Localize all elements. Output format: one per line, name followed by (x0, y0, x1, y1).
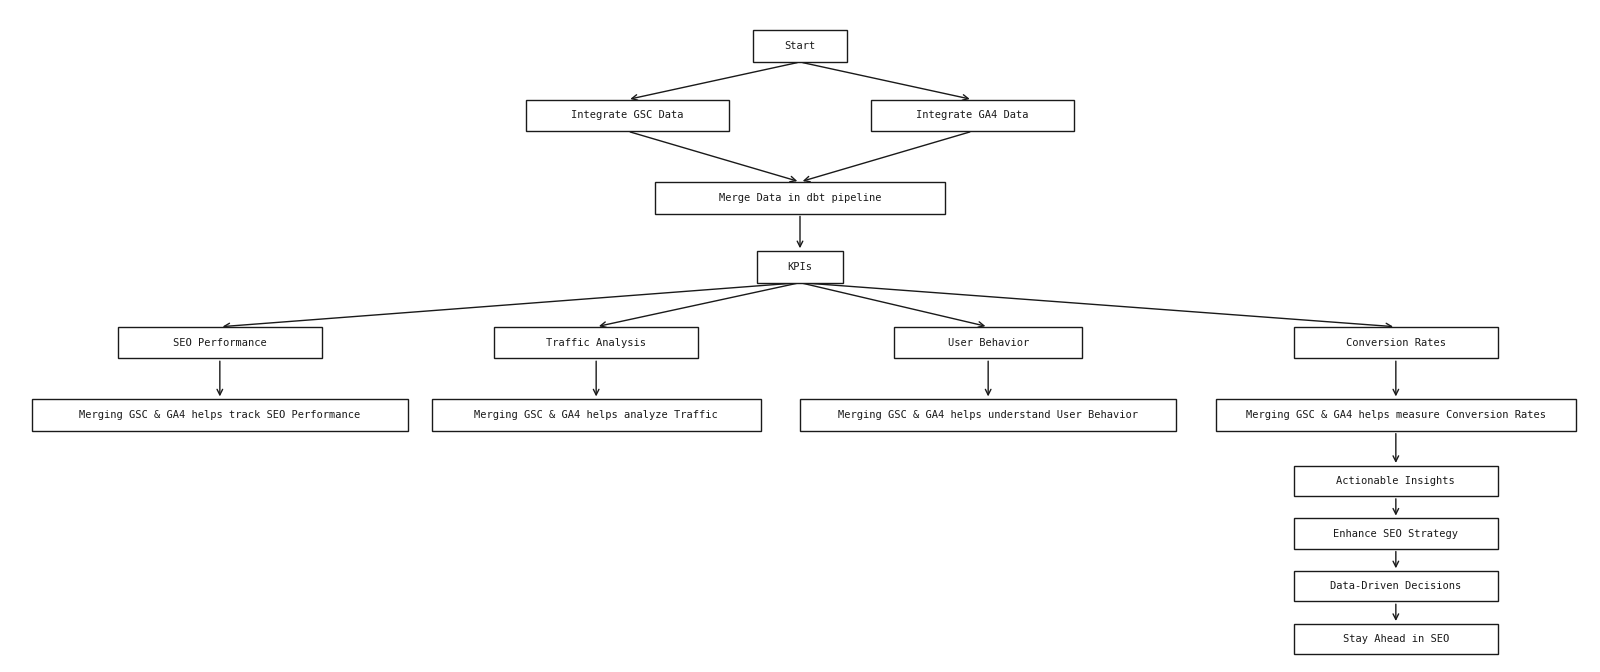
Text: Integrate GA4 Data: Integrate GA4 Data (917, 110, 1029, 120)
Text: Merge Data in dbt pipeline: Merge Data in dbt pipeline (718, 193, 882, 203)
FancyBboxPatch shape (118, 327, 322, 358)
Text: Merging GSC & GA4 helps track SEO Performance: Merging GSC & GA4 helps track SEO Perfor… (80, 410, 360, 420)
Text: Data-Driven Decisions: Data-Driven Decisions (1330, 581, 1461, 591)
Text: Enhance SEO Strategy: Enhance SEO Strategy (1333, 529, 1458, 538)
Text: Stay Ahead in SEO: Stay Ahead in SEO (1342, 634, 1450, 644)
FancyBboxPatch shape (870, 99, 1074, 131)
FancyBboxPatch shape (494, 327, 698, 358)
FancyBboxPatch shape (432, 399, 762, 431)
Text: Conversion Rates: Conversion Rates (1346, 337, 1446, 347)
Text: Merging GSC & GA4 helps analyze Traffic: Merging GSC & GA4 helps analyze Traffic (474, 410, 718, 420)
Text: Merging GSC & GA4 helps measure Conversion Rates: Merging GSC & GA4 helps measure Conversi… (1246, 410, 1546, 420)
FancyBboxPatch shape (525, 99, 730, 131)
FancyBboxPatch shape (1294, 466, 1498, 496)
FancyBboxPatch shape (1294, 518, 1498, 549)
FancyBboxPatch shape (1294, 571, 1498, 601)
FancyBboxPatch shape (894, 327, 1082, 358)
FancyBboxPatch shape (1216, 399, 1576, 431)
Text: Start: Start (784, 41, 816, 51)
Text: KPIs: KPIs (787, 262, 813, 272)
FancyBboxPatch shape (1294, 624, 1498, 654)
FancyBboxPatch shape (1294, 327, 1498, 358)
Text: SEO Performance: SEO Performance (173, 337, 267, 347)
FancyBboxPatch shape (800, 399, 1176, 431)
Text: Traffic Analysis: Traffic Analysis (546, 337, 646, 347)
FancyBboxPatch shape (754, 30, 846, 62)
Text: Merging GSC & GA4 helps understand User Behavior: Merging GSC & GA4 helps understand User … (838, 410, 1138, 420)
Text: Integrate GSC Data: Integrate GSC Data (571, 110, 683, 120)
FancyBboxPatch shape (654, 182, 946, 214)
FancyBboxPatch shape (757, 251, 843, 283)
Text: User Behavior: User Behavior (947, 337, 1029, 347)
FancyBboxPatch shape (32, 399, 408, 431)
Text: Actionable Insights: Actionable Insights (1336, 476, 1456, 486)
